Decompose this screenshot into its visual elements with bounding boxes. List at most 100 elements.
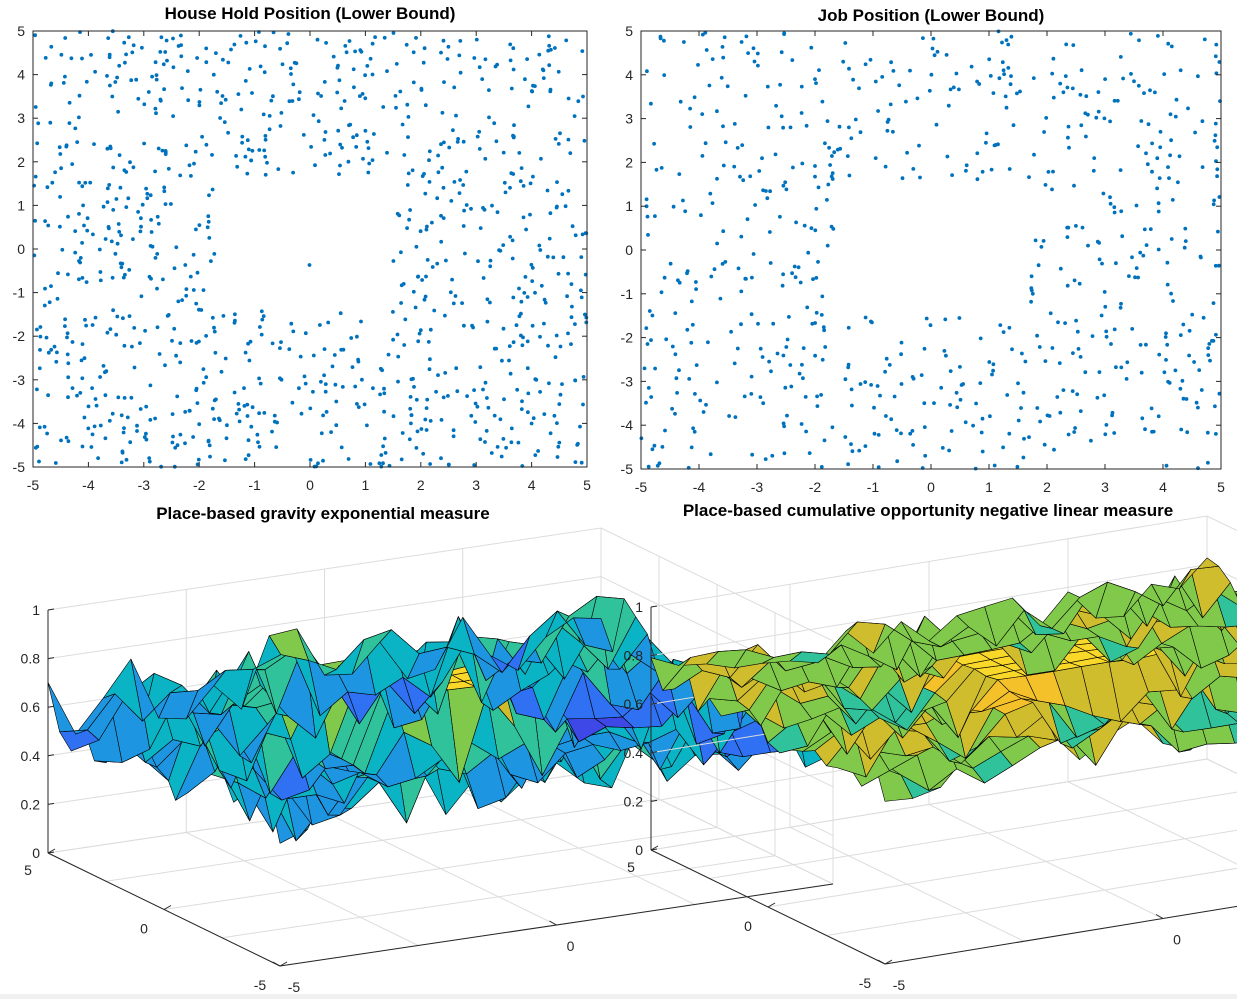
scatter-point <box>1048 414 1052 418</box>
scatter-point <box>1113 99 1117 103</box>
scatter-point <box>423 46 427 50</box>
scatter-point <box>420 87 424 91</box>
scatter-point <box>247 438 251 442</box>
scatter-point <box>1169 112 1173 116</box>
scatter-point <box>126 416 130 420</box>
scatter-point <box>900 382 904 386</box>
scatter-point <box>1066 136 1070 140</box>
scatter-point <box>740 143 744 147</box>
scatter-point <box>1071 43 1075 47</box>
scatter-point <box>548 90 552 94</box>
scatter-point <box>98 375 102 379</box>
scatter-point <box>653 214 657 218</box>
scatter-point <box>324 382 328 386</box>
scatter-point <box>736 146 740 150</box>
scatter-point <box>1119 209 1123 213</box>
scatter-point <box>124 53 128 57</box>
scatter-point <box>1144 151 1148 155</box>
scatter-point <box>299 355 303 359</box>
scatter-point <box>412 290 416 294</box>
scatter-point <box>981 450 985 454</box>
scatter-point <box>123 396 127 400</box>
scatter-point <box>1170 237 1174 241</box>
scatter-point <box>782 424 786 428</box>
scatter-point <box>68 101 72 105</box>
scatter-point <box>511 296 515 300</box>
scatter-point <box>863 380 867 384</box>
scatter-point <box>583 139 587 143</box>
scatter-point <box>987 57 991 61</box>
scatter-point <box>371 386 375 390</box>
scatter-point <box>452 302 456 306</box>
job-scatter-axes-box <box>641 31 1221 469</box>
scatter-point <box>353 50 357 54</box>
scatter-point <box>415 398 419 402</box>
scatter-point <box>567 97 571 101</box>
scatter-point <box>204 375 208 379</box>
scatter-point <box>520 407 524 411</box>
scatter-point <box>555 206 559 210</box>
scatter-point <box>788 363 792 367</box>
scatter-point <box>205 143 209 147</box>
scatter-point <box>784 345 788 349</box>
scatter-point <box>209 259 213 263</box>
scatter-point <box>555 421 559 425</box>
scatter-point <box>80 57 84 61</box>
scatter-point <box>418 332 422 336</box>
scatter-point <box>149 384 153 388</box>
scatter-point <box>331 365 335 369</box>
scatter-point <box>653 444 657 448</box>
scatter-point <box>826 119 830 123</box>
scatter-point <box>1037 263 1041 267</box>
scatter-point <box>532 416 536 420</box>
scatter-point <box>531 175 535 179</box>
scatter-point <box>761 355 765 359</box>
scatter-point <box>886 129 890 133</box>
scatter-point <box>45 432 49 436</box>
scatter-point <box>58 152 62 156</box>
scatter-point <box>321 414 325 418</box>
scatter-point <box>291 83 295 87</box>
scatter-point <box>34 105 38 109</box>
scatter-point <box>1103 290 1107 294</box>
z-tick-mark <box>48 755 54 756</box>
scatter-point <box>172 65 176 69</box>
scatter-point <box>78 261 82 265</box>
scatter-point <box>392 259 396 263</box>
scatter-point <box>117 230 121 234</box>
scatter-point <box>815 395 819 399</box>
scatter-point <box>323 138 327 142</box>
scatter-point <box>81 342 85 346</box>
scatter-point <box>107 227 111 231</box>
scatter-point <box>1135 204 1139 208</box>
scatter-point <box>145 192 149 196</box>
scatter-point <box>1002 72 1006 76</box>
scatter-point <box>456 137 460 141</box>
scatter-point <box>1155 156 1159 160</box>
scatter-point <box>1020 352 1024 356</box>
scatter-point <box>849 136 853 140</box>
scatter-point <box>144 405 148 409</box>
scatter-point <box>925 317 929 321</box>
scatter-point <box>185 287 189 291</box>
scatter-point <box>108 53 112 57</box>
scatter-point <box>911 443 915 447</box>
scatter-point <box>403 318 407 322</box>
scatter-point <box>1210 339 1214 343</box>
x-tick-mark <box>1156 915 1163 919</box>
scatter-point <box>449 290 453 294</box>
scatter-point <box>175 395 179 399</box>
scatter-point <box>122 431 126 435</box>
scatter-point <box>244 351 248 355</box>
scatter-point <box>132 43 136 47</box>
scatter-point <box>1034 239 1038 243</box>
scatter-point <box>821 100 825 104</box>
scatter-point <box>347 457 351 461</box>
scatter-point <box>291 401 295 405</box>
scatter-point <box>348 123 352 127</box>
scatter-point <box>162 189 166 193</box>
scatter-point <box>197 458 201 462</box>
scatter-point <box>436 154 440 158</box>
scatter-point <box>222 314 226 318</box>
scatter-point <box>546 344 550 348</box>
